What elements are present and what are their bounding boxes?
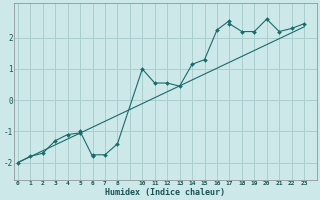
X-axis label: Humidex (Indice chaleur): Humidex (Indice chaleur) (105, 188, 225, 197)
